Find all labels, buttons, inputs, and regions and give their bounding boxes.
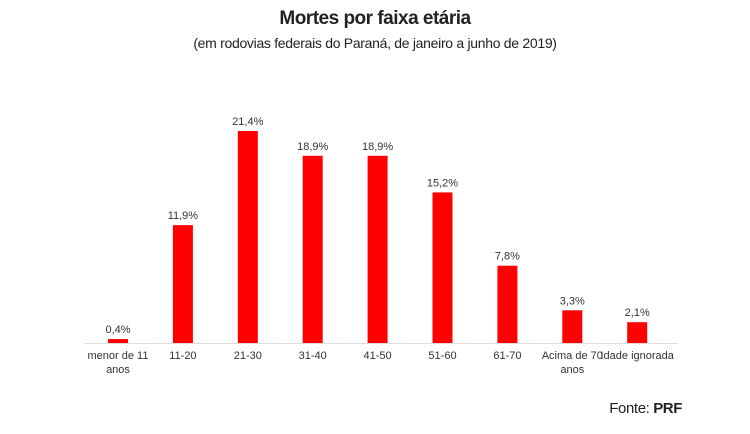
source-value: PRF [653, 400, 682, 417]
bar [302, 155, 323, 343]
chart-subtitle: (em rodovias federais do Paraná, de jane… [193, 35, 557, 51]
source-note: Fonte: PRF [609, 400, 682, 417]
bar [432, 192, 453, 343]
bar [237, 131, 258, 343]
data-label: 2,1% [625, 307, 650, 319]
data-label: 3,3% [560, 295, 585, 307]
data-label: 15,2% [427, 177, 458, 189]
bar [497, 265, 518, 343]
data-label: 0,4% [105, 324, 130, 336]
data-label: 21,4% [232, 116, 263, 128]
category-label: 51-60 [428, 350, 456, 362]
bar [367, 155, 388, 343]
category-label: 21-30 [234, 350, 262, 362]
bar [108, 339, 128, 343]
category-label: Acima de 70 anos [542, 350, 603, 376]
data-label: 7,8% [495, 251, 520, 263]
bar [627, 322, 648, 343]
category-label: 41-50 [364, 350, 392, 362]
category-label: 31-40 [299, 350, 327, 362]
chart-title: Mortes por faixa etária [279, 8, 471, 29]
bar [562, 310, 583, 343]
data-label: 18,9% [297, 141, 328, 153]
category-label: 11-20 [169, 350, 196, 362]
category-label: 61-70 [493, 350, 521, 362]
category-label: menor de 11 anos [88, 350, 149, 376]
data-label: 11,9% [168, 210, 199, 222]
bar [172, 225, 193, 343]
category-label: Idade ignorada [600, 350, 674, 362]
data-label: 18,9% [362, 141, 393, 153]
source-label: Fonte: [609, 400, 650, 417]
